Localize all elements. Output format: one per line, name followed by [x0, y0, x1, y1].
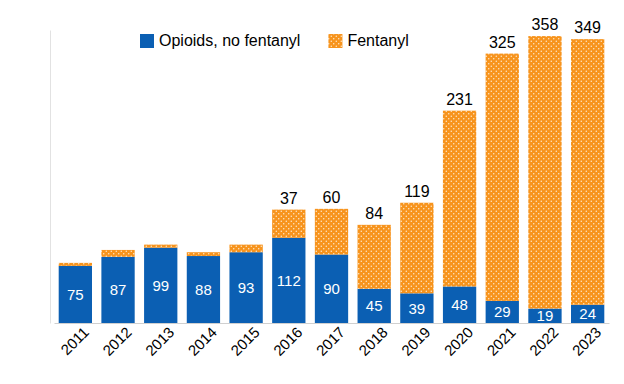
data-label: 358: [532, 16, 559, 33]
x-tick: 2013: [142, 323, 178, 359]
bars: [59, 36, 605, 323]
legend-item: Opioids, no fentanyl: [140, 32, 300, 49]
x-tick: 2022: [526, 323, 562, 359]
x-tick: 2015: [227, 323, 263, 359]
bar: [358, 225, 391, 289]
data-label: 48: [451, 296, 468, 313]
bar: [59, 263, 92, 266]
data-label: 24: [579, 305, 596, 322]
bar: [486, 54, 519, 301]
legend-item: Fentanyl: [328, 32, 408, 49]
y-axis-line: [50, 31, 51, 324]
x-tick-label: 2015: [227, 323, 263, 359]
data-label: 325: [489, 34, 516, 51]
data-label: 75: [67, 286, 84, 303]
legend-label: Opioids, no fentanyl: [159, 32, 300, 49]
bar: [528, 36, 561, 308]
data-label: 112: [277, 272, 301, 289]
bar: [358, 289, 391, 323]
x-axis: 2011201220132014201520162017201820192020…: [55, 323, 610, 359]
x-tick-label: 2021: [483, 323, 519, 359]
data-label: 45: [366, 297, 383, 314]
bar: [443, 286, 476, 323]
x-tick: 2016: [270, 323, 306, 359]
data-label: 60: [323, 189, 341, 206]
x-tick: 2011: [57, 323, 92, 358]
bar: [144, 245, 177, 248]
x-tick: 2020: [441, 323, 477, 359]
bar: [187, 256, 220, 323]
legend-label: Fentanyl: [347, 32, 408, 49]
legend-swatch: [140, 34, 154, 48]
x-tick-label: 2014: [184, 323, 220, 359]
x-tick: 2012: [99, 323, 135, 359]
data-label: 349: [574, 19, 601, 36]
data-label: 90: [323, 280, 340, 297]
x-tick-label: 2020: [441, 323, 477, 359]
x-tick: 2017: [312, 323, 348, 359]
legend-swatch: [328, 34, 342, 48]
data-label: 88: [195, 281, 212, 298]
bar: [101, 250, 134, 257]
x-tick-label: 2019: [398, 323, 434, 359]
legend: Opioids, no fentanyl Fentanyl: [140, 32, 409, 49]
x-tick-label: 2011: [57, 323, 92, 358]
bar: [400, 203, 433, 294]
data-labels: 75 87 99 88 93 112 90 45 39 48 29 19 24 37 60 84 119 231 3…: [67, 16, 601, 324]
bar: [571, 39, 604, 305]
bar: [101, 257, 134, 323]
bar: [229, 252, 262, 323]
bar: [272, 238, 305, 323]
data-label: 19: [537, 307, 554, 324]
data-label: 87: [110, 281, 127, 298]
x-tick-label: 2017: [312, 323, 348, 359]
series-bars: [59, 36, 605, 308]
bar: [144, 248, 177, 323]
x-tick-label: 2018: [355, 323, 391, 359]
bar: [272, 210, 305, 238]
x-tick-label: 2023: [569, 323, 605, 359]
data-label: 231: [446, 91, 473, 108]
bar: [400, 293, 433, 323]
bar: [59, 266, 92, 323]
bar: [315, 209, 348, 255]
x-tick-label: 2013: [142, 323, 178, 359]
x-tick: 2019: [398, 323, 434, 359]
data-label: 39: [409, 300, 426, 317]
data-label: 99: [152, 277, 169, 294]
data-label: 37: [280, 190, 298, 207]
data-label: 119: [404, 183, 430, 200]
x-tick: 2014: [184, 323, 220, 359]
bar: [315, 255, 348, 323]
data-label: 84: [365, 205, 383, 222]
bar: [229, 245, 262, 253]
chart: 75 87 99 88 93 112 90 45 39 48 29 19 24 37 60 84 119 231 3…: [0, 0, 624, 384]
y-axis: [50, 31, 51, 324]
bar: [187, 252, 220, 256]
bar: [486, 301, 519, 323]
x-tick: 2023: [569, 323, 605, 359]
bar: [571, 305, 604, 323]
bar: [443, 111, 476, 287]
x-tick: 2021: [483, 323, 519, 359]
x-axis-line: [55, 323, 610, 324]
data-label: 29: [494, 303, 511, 320]
data-label: 93: [238, 279, 255, 296]
x-tick: 2018: [355, 323, 391, 359]
x-tick-label: 2016: [270, 323, 306, 359]
x-tick-label: 2012: [99, 323, 135, 359]
x-tick-label: 2022: [526, 323, 562, 359]
